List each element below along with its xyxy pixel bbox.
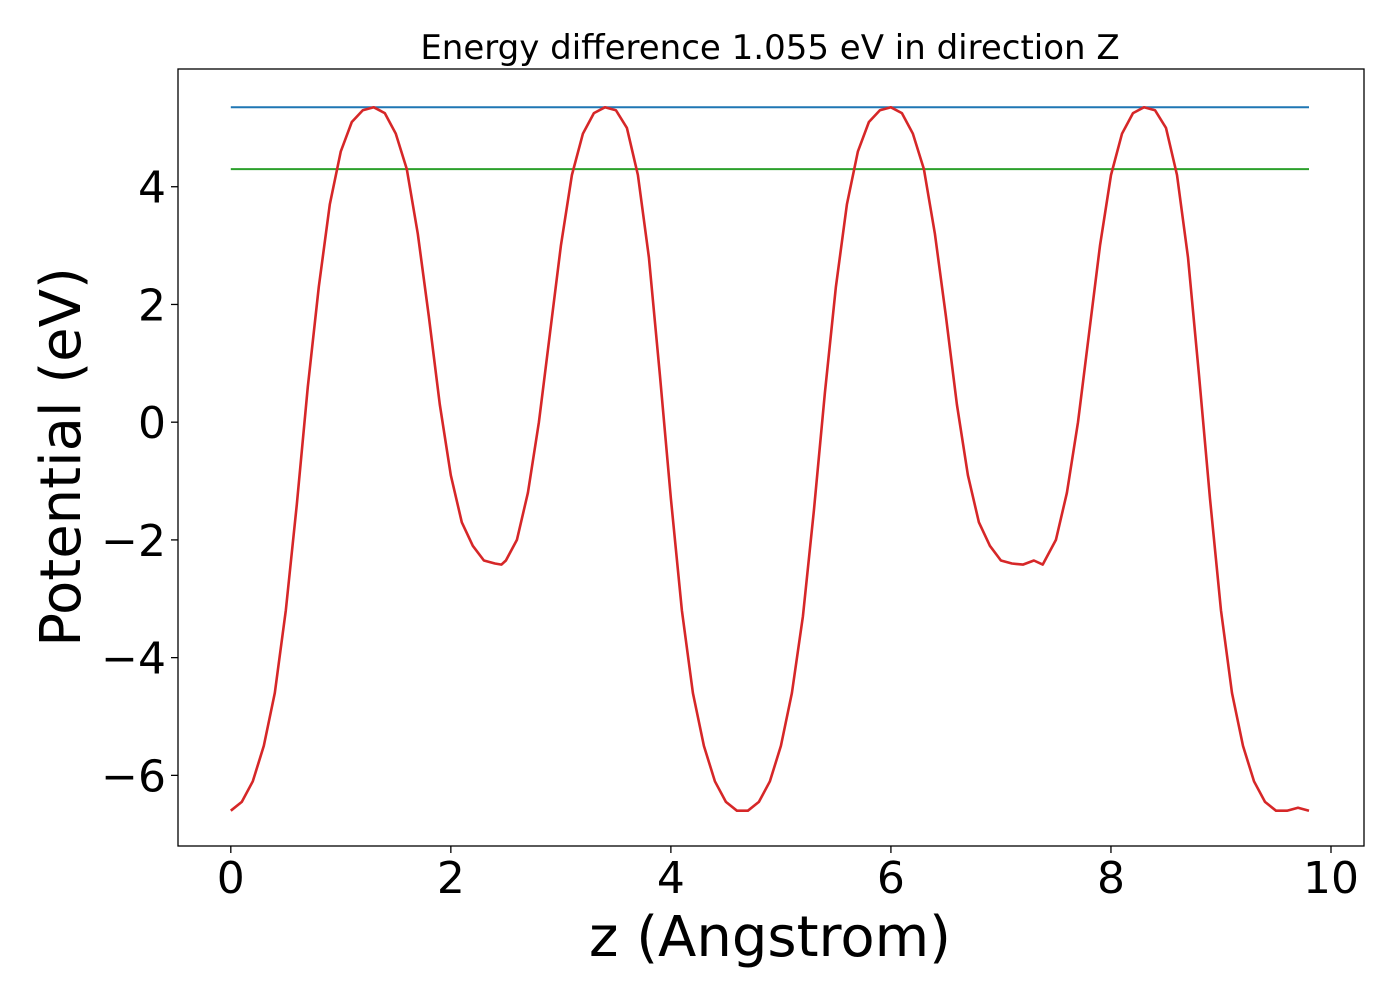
x-tick-label: 0 bbox=[217, 853, 245, 904]
y-tick-label: −2 bbox=[101, 516, 166, 567]
x-tick-label: 4 bbox=[657, 853, 685, 904]
x-axis-ticks: 0 2 4 6 8 10 bbox=[217, 846, 1359, 904]
y-axis-label: Potential (eV) bbox=[29, 267, 94, 647]
chart-title: Energy difference 1.055 eV in direction … bbox=[420, 28, 1119, 68]
y-tick-label: 2 bbox=[138, 280, 166, 331]
x-tick-label: 10 bbox=[1303, 853, 1359, 904]
series-layer bbox=[229, 106, 1310, 813]
plot-frame bbox=[177, 68, 1365, 847]
y-axis-ticks: −6 −4 −2 0 2 4 bbox=[101, 163, 178, 802]
potential-curve bbox=[229, 106, 1310, 813]
y-tick-label: −4 bbox=[101, 634, 166, 685]
x-tick-label: 8 bbox=[1097, 853, 1125, 904]
x-tick-label: 6 bbox=[877, 853, 905, 904]
y-tick-label: 4 bbox=[138, 163, 166, 214]
y-tick-label: −6 bbox=[101, 751, 166, 802]
x-axis-label: z (Angstrom) bbox=[589, 905, 951, 970]
x-tick-label: 2 bbox=[437, 853, 465, 904]
y-tick-label: 0 bbox=[138, 398, 166, 449]
